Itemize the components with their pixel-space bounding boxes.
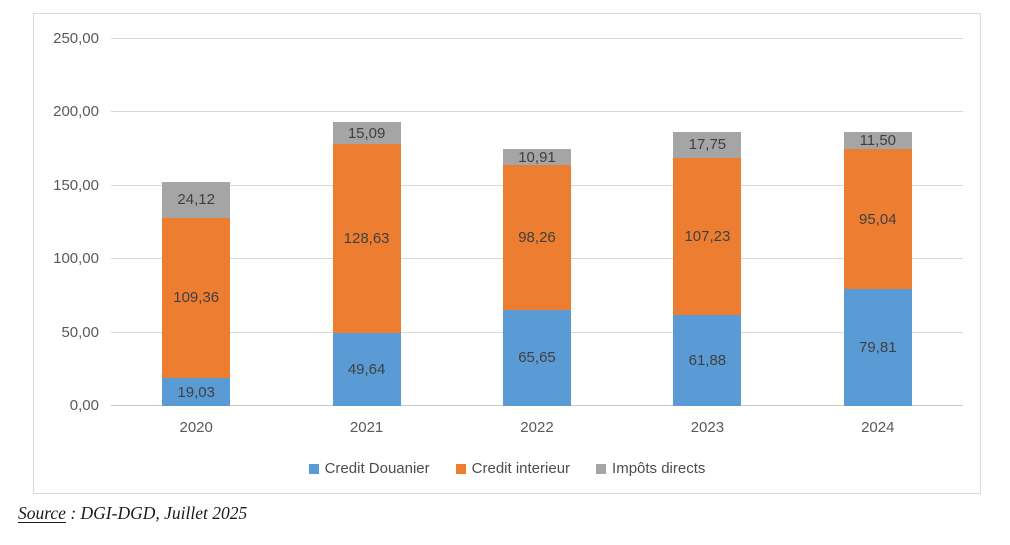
legend: Credit Douanier Credit interieur Impôts di… (34, 460, 980, 477)
legend-label: Credit interieur (471, 460, 571, 477)
y-axis-tick-label: 200,00 (53, 103, 99, 121)
chart-frame: 0,00 50,00 100,00 150,00 200,00 250,00 19,03 10… (33, 13, 981, 494)
bar-value-label: 15,09 (347, 124, 386, 142)
x-axis-category-label: 2024 (861, 419, 895, 436)
bar-segment: 109,36 (162, 217, 231, 379)
source-label: Source (18, 503, 66, 523)
legend-label: Credit Douanier (324, 460, 430, 477)
bar-value-label: 79,81 (859, 338, 897, 356)
gridline (111, 38, 963, 39)
bar-value-label: 17,75 (688, 136, 727, 154)
bar-segment: 79,81 (843, 288, 912, 406)
source-caption: Source : DGI-DGD, Juillet 2025 (18, 503, 247, 524)
bar-value-label: 24,12 (177, 191, 215, 209)
bar-segment: 95,04 (843, 149, 912, 289)
x-axis-category-label: 2020 (179, 419, 213, 436)
legend-marker-icon (455, 463, 466, 474)
bar-value-label: 11,50 (859, 132, 897, 150)
y-axis-tick-label: 0,00 (69, 397, 99, 414)
source-text: : DGI-DGD, Juillet 2025 (65, 503, 248, 523)
legend-label: Impôts directs (612, 460, 706, 477)
bar-segment: 128,63 (332, 144, 401, 334)
legend-item: Credit Douanier (308, 460, 430, 477)
bar-segment: 65,65 (503, 309, 571, 406)
bar-segment: 19,03 (162, 378, 231, 406)
plot-area: 0,00 50,00 100,00 150,00 200,00 250,00 19,03 10… (53, 30, 963, 436)
bar-segment: 10,91 (503, 148, 571, 166)
bar-value-label: 95,04 (859, 210, 897, 228)
y-axis-tick-label: 250,00 (53, 30, 99, 47)
bar-value-label: 109,36 (173, 289, 220, 307)
bar-value-label: 107,23 (684, 227, 731, 245)
legend-item: Credit interieur (455, 460, 571, 477)
y-axis-tick-label: 150,00 (53, 176, 99, 194)
legend-marker-icon (308, 463, 319, 474)
bar-value-label: 128,63 (343, 230, 390, 248)
bar-value-label: 98,26 (518, 229, 556, 247)
bar-value-label: 65,65 (518, 349, 556, 367)
bar-segment: 98,26 (503, 165, 571, 310)
legend-marker-icon (596, 463, 607, 474)
x-axis-category-label: 2021 (349, 419, 384, 436)
bar-value-label: 10,91 (518, 148, 556, 166)
bar-segment: 49,64 (332, 333, 401, 406)
bar-value-label: 19,03 (177, 383, 215, 401)
bar-segment: 107,23 (673, 157, 742, 316)
bar-value-label: 61,88 (688, 352, 727, 370)
x-axis-category-label: 2023 (690, 419, 725, 436)
y-axis-tick-label: 100,00 (53, 250, 99, 268)
bar-segment: 61,88 (673, 315, 742, 406)
bar-segment: 24,12 (162, 182, 231, 218)
legend-item: Impôts directs (596, 460, 705, 477)
y-axis-tick-label: 50,00 (61, 323, 99, 341)
bar-segment: 15,09 (332, 122, 401, 145)
bar-value-label: 49,64 (347, 361, 386, 379)
bar-segment: 17,75 (673, 131, 742, 158)
bar-segment: 11,50 (843, 132, 912, 150)
gridline (111, 111, 963, 113)
x-axis-category-label: 2022 (520, 419, 554, 436)
